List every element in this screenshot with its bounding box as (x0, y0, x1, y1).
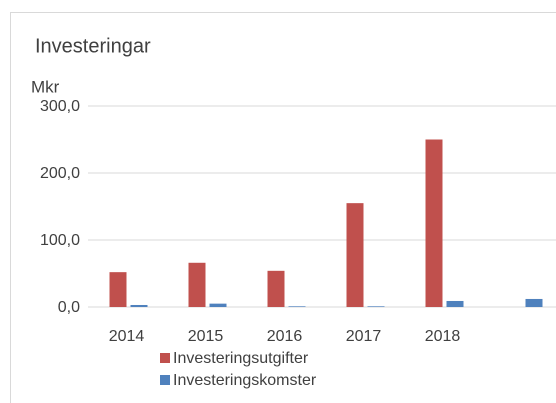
bar (267, 270, 285, 307)
bar (346, 203, 364, 307)
bar (367, 306, 385, 307)
bar (446, 300, 464, 307)
x-tick-label: 2014 (109, 328, 145, 345)
bar (425, 139, 443, 307)
x-tick-label: 2017 (346, 328, 382, 345)
legend-label: Investeringsutgifter (173, 350, 309, 367)
legend-label: Investeringskomster (173, 372, 317, 389)
chart-title: Investeringar (35, 35, 151, 57)
legend-swatch (160, 375, 170, 385)
y-tick-label: 200,0 (40, 165, 80, 182)
bar (130, 304, 148, 307)
x-tick-label: 2018 (425, 328, 461, 345)
y-tick-label: 300,0 (40, 98, 80, 115)
y-axis-label: Mkr (31, 77, 60, 96)
y-tick-label: 0,0 (58, 299, 80, 316)
x-tick-label: 2016 (267, 328, 303, 345)
bar (109, 272, 127, 307)
bar (525, 298, 543, 307)
y-tick-label: 100,0 (40, 232, 80, 249)
x-tick-label: 2015 (188, 328, 224, 345)
legend-swatch (160, 353, 170, 363)
bar (288, 306, 306, 307)
chart-frame (10, 12, 556, 403)
bar (209, 303, 227, 307)
bar (188, 262, 206, 307)
